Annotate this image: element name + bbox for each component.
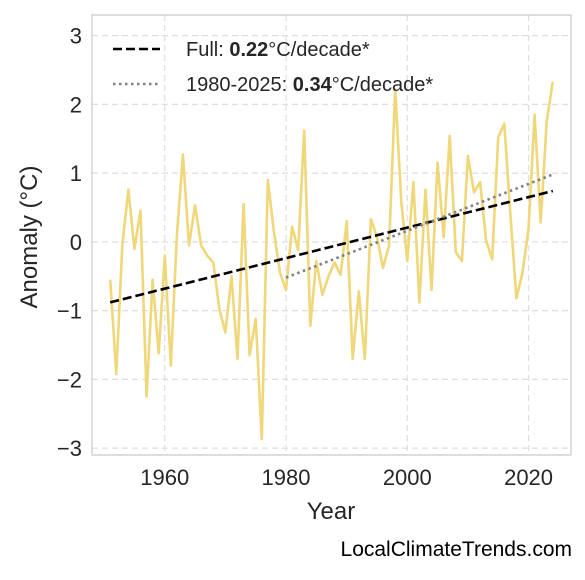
- plot-frame: [91, 14, 572, 456]
- y-axis: −3 −2 −1 0 1 2 3: [57, 24, 82, 462]
- y-tick-label: −1: [57, 299, 82, 324]
- y-tick-label: 2: [70, 92, 82, 117]
- x-axis-label: Year: [307, 498, 356, 525]
- y-tick-label: 0: [70, 230, 82, 255]
- x-tick-label: 2000: [383, 465, 432, 490]
- x-axis: 1960 1980 2000 2020: [140, 465, 553, 490]
- anomaly-series-line: [108, 81, 555, 441]
- x-tick-label: 2020: [504, 465, 553, 490]
- y-tick-label: 3: [70, 24, 82, 49]
- legend-entry: Full: 0.22°C/decade*: [186, 39, 370, 61]
- legend-entry-suffix: °C/decade*: [332, 74, 434, 96]
- legend-entry-prefix: 1980-2025:: [186, 74, 293, 96]
- y-tick-label: −2: [57, 367, 82, 392]
- x-tick-label: 1980: [262, 465, 311, 490]
- x-tick-label: 1960: [140, 465, 189, 490]
- legend-entry-suffix: °C/decade*: [268, 39, 370, 61]
- legend-entry-value: 0.22: [229, 39, 268, 61]
- legend-entry-value: 0.34: [293, 74, 333, 96]
- y-tick-label: 1: [70, 161, 82, 186]
- legend: Full: 0.22°C/decade*1980-2025: 0.34°C/de…: [113, 39, 433, 96]
- plot-area: [108, 81, 555, 441]
- legend-entry: 1980-2025: 0.34°C/decade*: [186, 74, 433, 96]
- site-credit: LocalClimateTrends.com: [340, 538, 572, 561]
- legend-entry-prefix: Full:: [186, 39, 229, 61]
- y-axis-label: Anomaly (°C): [16, 166, 43, 309]
- trend-line-full: [109, 189, 554, 304]
- y-tick-label: −3: [57, 436, 82, 461]
